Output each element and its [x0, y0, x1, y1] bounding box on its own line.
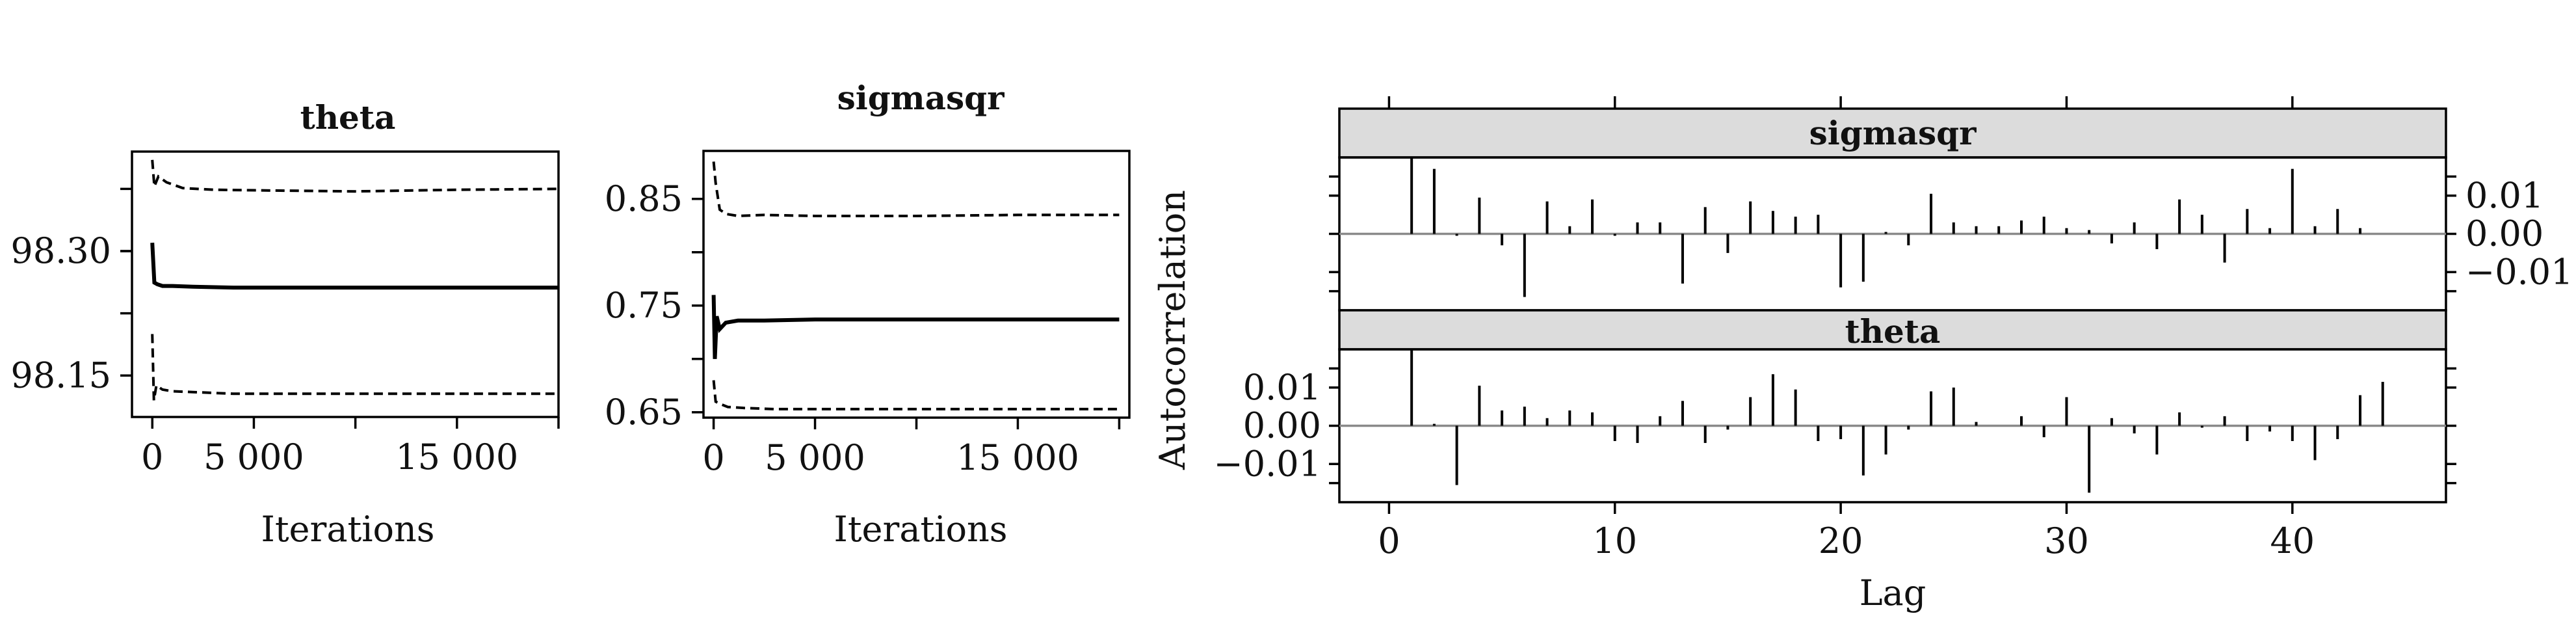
acf-x-tick-label: 20	[1819, 520, 1863, 561]
acf-strip-sigmasqr	[1338, 107, 2447, 159]
sigmasqr-trace-title: sigmasqr	[837, 79, 1005, 117]
acf-x-tick-label: 0	[1378, 520, 1400, 561]
sigmasqr-trace-x-label: Iterations	[834, 509, 1008, 550]
sigmasqr-series-1	[712, 161, 1120, 218]
acf-x-tick-label: 30	[2044, 520, 2089, 561]
acf-strip-theta	[1338, 309, 2447, 351]
sigmasqr-series-0	[711, 295, 1120, 359]
acf-theta-y-axis: −0.010.000.01	[1214, 367, 2456, 485]
acf-strip-sigmasqr-label: sigmasqr	[1809, 114, 1977, 152]
theta-series-0	[150, 243, 559, 290]
sigmasqr-x-tick-label: 5 000	[765, 437, 865, 478]
acf-y-label: Autocorrelation	[1152, 190, 1193, 470]
acf-x-axis: 0 10 20 30 40	[1378, 502, 2315, 561]
sigmasqr-y-tick-label: 0.00	[2465, 213, 2543, 254]
sigmasqr-x-tick-label: 0	[702, 437, 724, 478]
autocorrelation-panel: sigmasqr −0.010.000.01 theta −0.010.000.…	[1152, 96, 2573, 613]
theta-trace-title: theta	[300, 98, 396, 137]
sigmasqr-trace-x-axis: 0 5 000 15 000	[702, 418, 1121, 478]
sigmasqr-y-tick-label: 0.01	[2465, 175, 2543, 216]
theta-trace-series	[150, 159, 559, 401]
sigmasqr-trace-frame	[702, 150, 1131, 419]
acf-theta-bars	[1339, 349, 2446, 493]
theta-trace-y-axis: 98.15 98.30	[10, 187, 132, 396]
theta-x-tick-label: 15 000	[395, 436, 518, 477]
acf-x-tick-label: 40	[2270, 520, 2315, 561]
acf-x-label: Lag	[1860, 572, 1926, 613]
theta-y-tick-label: 98.15	[10, 355, 111, 396]
theta-trace-x-label: Iterations	[261, 509, 435, 550]
sigmasqr-trace-y-axis: 0.65 0.75 0.85	[605, 178, 703, 433]
sigmasqr-x-tick-label: 15 000	[956, 437, 1079, 478]
acf-x-tick-label: 10	[1592, 520, 1637, 561]
theta-y-tick-label: −0.01	[1214, 443, 1321, 484]
acf-top-axis	[1387, 96, 2294, 109]
acf-sigmasqr-bars	[1339, 157, 2446, 297]
theta-trace-frame	[131, 150, 560, 418]
sigmasqr-y-tick-label: −0.01	[2465, 251, 2573, 292]
sigmasqr-trace-series	[711, 161, 1120, 410]
theta-x-tick-label: 5 000	[204, 436, 304, 477]
theta-y-tick-label: 98.30	[10, 230, 111, 271]
theta-y-tick-label: 0.01	[1243, 367, 1321, 408]
sigmasqr-series-2	[712, 380, 1120, 410]
theta-y-tick-label: 0.00	[1243, 405, 1321, 446]
acf-strip-theta-label: theta	[1845, 312, 1941, 351]
sigmasqr-y-tick-label: 0.65	[605, 392, 683, 433]
theta-trace-x-axis: 0 5 000 15 000	[141, 417, 560, 477]
sigmasqr-y-tick-label: 0.75	[605, 285, 683, 326]
theta-trace-panel: theta 98.15 98.30 0 5 000 15 000 Iterations	[10, 98, 560, 550]
theta-x-tick-label: 0	[141, 436, 163, 477]
sigmasqr-y-tick-label: 0.85	[605, 178, 683, 219]
sigmasqr-trace-panel: sigmasqr 0.65 0.75 0.85 0 5 000 15 000 Itera…	[605, 79, 1131, 550]
theta-series-1	[151, 159, 559, 193]
acf-sigmasqr-y-axis: −0.010.000.01	[1329, 175, 2573, 293]
theta-series-2	[151, 334, 559, 401]
